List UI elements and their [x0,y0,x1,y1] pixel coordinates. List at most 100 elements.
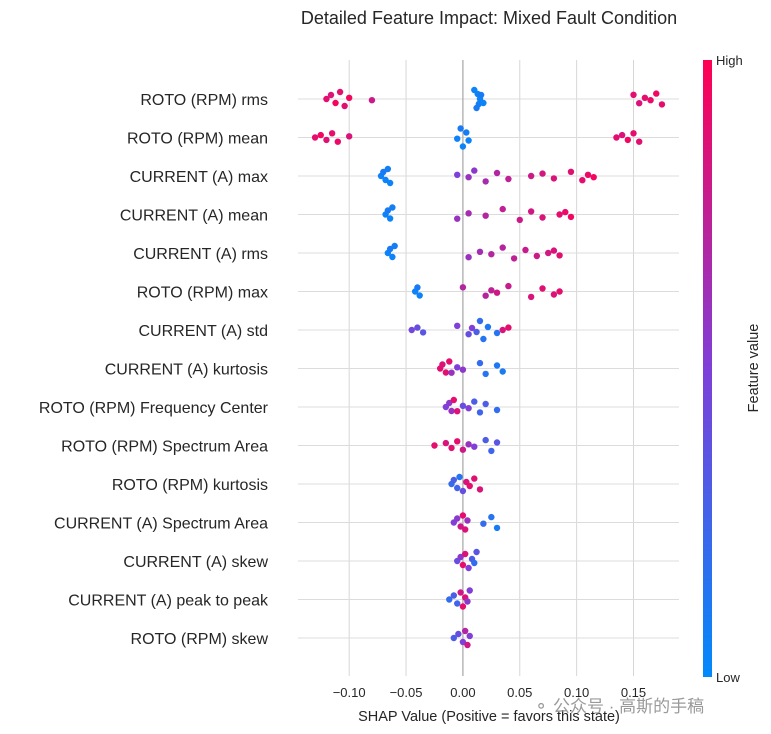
shap-point [465,441,472,448]
shap-point [466,587,473,594]
shap-point [471,559,478,567]
feature-label: CURRENT (A) max [130,169,268,186]
shap-point [446,596,453,603]
shap-point [368,97,376,104]
feature-label: ROTO (RPM) Spectrum Area [61,439,268,456]
shap-point [465,405,472,412]
shap-point [647,97,654,104]
feature-label: CURRENT (A) rms [133,246,268,263]
shap-point [480,335,487,343]
shap-point [527,208,535,215]
shap-point [480,99,487,107]
shap-point [567,213,575,221]
watermark-text: ⚬ 公众号 · 高斯的手稿 [534,697,704,716]
shap-point [466,482,473,490]
shap-point [493,439,501,446]
shap-point [476,317,484,325]
shap-point [431,442,438,449]
shap-point [416,292,423,299]
shap-point [386,245,394,253]
shap-point [459,638,467,646]
shap-point [488,287,495,294]
shap-point [408,326,415,334]
shap-point [323,95,330,103]
shap-point [482,292,489,299]
shap-point [550,175,558,182]
shap-point [505,175,512,183]
shap-point [454,215,461,222]
shap-point [510,255,518,262]
shap-point [476,248,484,255]
shap-point [618,131,626,139]
shap-point [624,136,632,144]
shap-point [459,402,467,409]
shap-point [499,326,506,334]
shap-point [482,212,489,219]
shap-point [488,447,495,455]
shap-point [454,438,461,445]
shap-point [332,99,339,107]
shap-point [454,408,461,415]
shap-point [454,600,461,607]
shap-point [630,130,637,137]
shap-point [482,436,489,444]
shap-point [493,362,501,369]
shap-point [471,475,478,482]
shap-point [327,91,335,99]
shap-point [473,548,480,556]
shap-point [484,323,492,331]
shap-point [448,369,455,376]
shap-point [454,484,461,492]
shap-point [499,244,506,251]
shap-point [380,168,387,176]
shap-point [505,324,512,331]
shap-point [471,167,478,174]
shap-point [482,370,489,378]
feature-label: ROTO (RPM) mean [127,131,268,148]
shap-point [630,91,637,99]
shap-point [476,409,484,416]
shap-point [533,252,541,260]
shap-point [477,91,485,99]
shap-point [382,176,389,184]
feature-label: CURRENT (A) Spectrum Area [54,516,268,533]
shap-point [442,369,450,376]
shap-point [471,443,478,450]
x-axis-ticks: −0.10 −0.05 0.00 0.05 0.10 0.15 [333,685,646,700]
shap-point [328,130,336,137]
shap-point [562,208,569,216]
shap-point [419,329,427,336]
shap-point [450,592,458,599]
shap-point [454,322,461,329]
colorbar [703,60,712,677]
shap-point [522,246,529,254]
shap-point [459,561,467,569]
shap-point [556,288,563,295]
shap-point [454,171,461,178]
shap-point [493,406,501,414]
shap-point [464,641,471,649]
shap-point [459,446,467,453]
feature-label: ROTO (RPM) skew [131,631,269,648]
x-tick-label: 0.00 [450,685,475,700]
shap-point [336,88,344,96]
shap-point [539,214,546,221]
shap-point [448,444,455,452]
shap-point [635,100,643,107]
feature-label: ROTO (RPM) kurtosis [112,477,268,494]
shap-point [459,284,467,291]
x-axis-label: SHAP Value (Positive = favors this state… [358,709,620,725]
feature-label: ROTO (RPM) Frequency Center [39,400,269,417]
shap-point [414,284,421,291]
shap-point [345,94,353,102]
shap-point [466,632,473,640]
shap-point [384,207,392,214]
shap-point [465,210,472,217]
shap-point [590,174,597,181]
x-tick-label: −0.05 [390,685,423,700]
feature-label: CURRENT (A) kurtosis [105,362,268,379]
shap-point [461,526,469,533]
shap-point [493,289,501,296]
shap-points [311,86,666,649]
shap-point [488,251,495,258]
